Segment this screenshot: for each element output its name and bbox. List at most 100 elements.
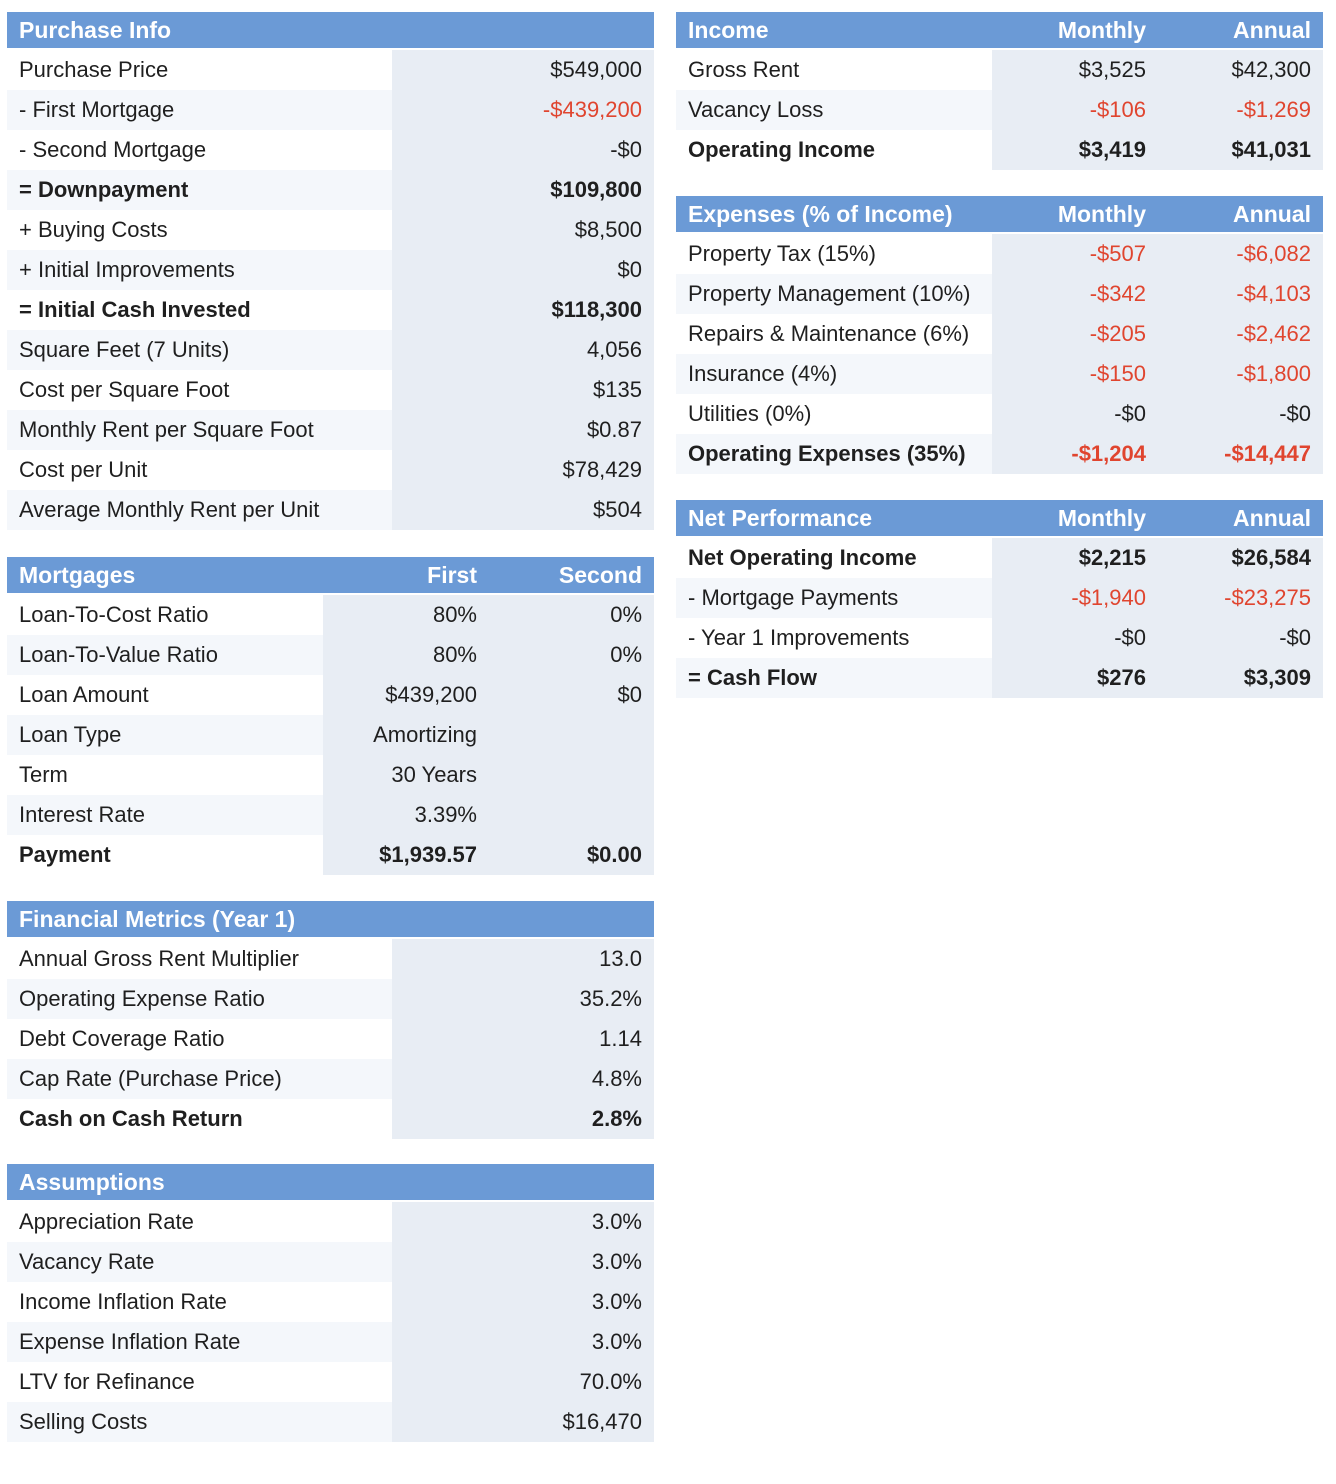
row-label: Insurance (4%) <box>688 361 838 386</box>
row-label: Utilities (0%) <box>688 401 812 426</box>
table-row: = Downpayment $109,800 <box>7 170 654 210</box>
row-label: Cost per Unit <box>19 457 148 482</box>
income-col-monthly: Monthly <box>1057 16 1146 43</box>
row-label: Square Feet (7 Units) <box>19 337 230 362</box>
row-value: 3.0% <box>392 1282 654 1322</box>
table-row: = Initial Cash Invested $118,300 <box>7 290 654 330</box>
row-monthly: $276 <box>992 658 1158 698</box>
row-label: Term <box>19 762 68 787</box>
net-performance-header: Net Performance Monthly Annual <box>676 500 1323 538</box>
mortgages-header: Mortgages First Second <box>7 557 654 595</box>
row-label: Property Management (10%) <box>688 281 971 306</box>
row-annual: -$14,447 <box>1158 434 1323 474</box>
row-label: Appreciation Rate <box>19 1209 194 1234</box>
table-row: Cost per Unit $78,429 <box>7 450 654 490</box>
table-row: Square Feet (7 Units) 4,056 <box>7 330 654 370</box>
row-value: 4,056 <box>392 330 654 370</box>
row-value: $8,500 <box>392 210 654 250</box>
row-first: Amortizing <box>323 715 489 755</box>
financial-metrics-rows: Annual Gross Rent Multiplier 13.0 Operati… <box>7 939 654 1139</box>
row-value: 35.2% <box>392 979 654 1019</box>
row-label: = Initial Cash Invested <box>19 297 251 322</box>
mortgages-panel: Mortgages First Second Loan-To-Cost Rati… <box>7 557 654 875</box>
purchase-info-title: Purchase Info <box>19 16 172 43</box>
row-label: Selling Costs <box>19 1409 148 1434</box>
table-row: Utilities (0%) -$0 -$0 <box>676 394 1323 434</box>
row-label: Monthly Rent per Square Foot <box>19 417 314 442</box>
table-row: Income Inflation Rate 3.0% <box>7 1282 654 1322</box>
row-first: $439,200 <box>323 675 489 715</box>
financial-metrics-header: Financial Metrics (Year 1) <box>7 901 654 939</box>
row-label: = Cash Flow <box>688 665 817 690</box>
row-value: $504 <box>392 490 654 530</box>
income-header: Income Monthly Annual <box>676 12 1323 50</box>
row-label: + Buying Costs <box>19 217 168 242</box>
assumptions-rows: Appreciation Rate 3.0% Vacancy Rate 3.0% I… <box>7 1202 654 1442</box>
row-monthly: -$106 <box>992 90 1158 130</box>
row-value: 3.0% <box>392 1242 654 1282</box>
row-label: Interest Rate <box>19 802 145 827</box>
row-label: LTV for Refinance <box>19 1369 195 1394</box>
table-row: Cap Rate (Purchase Price) 4.8% <box>7 1059 654 1099</box>
table-row: Property Management (10%) -$342 -$4,103 <box>676 274 1323 314</box>
row-label: Cap Rate (Purchase Price) <box>19 1066 282 1091</box>
mortgages-title: Mortgages <box>19 561 136 588</box>
income-rows: Gross Rent $3,525 $42,300 Vacancy Loss -$10… <box>676 50 1323 170</box>
row-label: - Second Mortgage <box>19 137 207 162</box>
row-annual: -$6,082 <box>1158 234 1323 274</box>
row-label: + Initial Improvements <box>19 257 235 282</box>
row-second <box>489 755 654 795</box>
row-value: 4.8% <box>392 1059 654 1099</box>
row-monthly: -$342 <box>992 274 1158 314</box>
table-row: Vacancy Rate 3.0% <box>7 1242 654 1282</box>
row-value: $78,429 <box>392 450 654 490</box>
row-value: 13.0 <box>392 939 654 979</box>
mortgages-col-first: First <box>427 561 477 588</box>
row-value: 3.0% <box>392 1322 654 1362</box>
row-value: -$0 <box>392 130 654 170</box>
row-second: $0.00 <box>489 835 654 875</box>
row-annual: -$1,800 <box>1158 354 1323 394</box>
table-row: Loan Type Amortizing <box>7 715 654 755</box>
row-annual: -$23,275 <box>1158 578 1323 618</box>
row-label: Loan Type <box>19 722 122 747</box>
row-label: Repairs & Maintenance (6%) <box>688 321 970 346</box>
table-row: Property Tax (15%) -$507 -$6,082 <box>676 234 1323 274</box>
table-row: Cash on Cash Return 2.8% <box>7 1099 654 1139</box>
row-annual: $41,031 <box>1158 130 1323 170</box>
row-value: $109,800 <box>392 170 654 210</box>
row-value: 3.0% <box>392 1202 654 1242</box>
row-monthly: $3,525 <box>992 50 1158 90</box>
row-annual: $26,584 <box>1158 538 1323 578</box>
row-label: Operating Income <box>688 137 876 162</box>
table-row: Annual Gross Rent Multiplier 13.0 <box>7 939 654 979</box>
row-label: Operating Expense Ratio <box>19 986 265 1011</box>
purchase-info-rows: Purchase Price $549,000 - First Mortgage -… <box>7 50 654 530</box>
table-row: Loan-To-Cost Ratio 80% 0% <box>7 595 654 635</box>
row-monthly: -$205 <box>992 314 1158 354</box>
row-label: Loan-To-Cost Ratio <box>19 602 209 627</box>
row-value: 2.8% <box>392 1099 654 1139</box>
income-title: Income <box>688 16 769 43</box>
row-annual: $42,300 <box>1158 50 1323 90</box>
row-label: - Year 1 Improvements <box>688 625 910 650</box>
row-label: Loan-To-Value Ratio <box>19 642 218 667</box>
row-label: Income Inflation Rate <box>19 1289 227 1314</box>
table-row: Operating Expense Ratio 35.2% <box>7 979 654 1019</box>
row-annual: -$4,103 <box>1158 274 1323 314</box>
row-first: 80% <box>323 595 489 635</box>
table-row: LTV for Refinance 70.0% <box>7 1362 654 1402</box>
table-row: Loan Amount $439,200 $0 <box>7 675 654 715</box>
row-label: Cash on Cash Return <box>19 1106 243 1131</box>
net-col-annual: Annual <box>1233 504 1311 531</box>
net-performance-panel: Net Performance Monthly Annual Net Opera… <box>676 500 1323 698</box>
row-value: -$439,200 <box>392 90 654 130</box>
table-row: - Second Mortgage -$0 <box>7 130 654 170</box>
row-label: Expense Inflation Rate <box>19 1329 241 1354</box>
row-first: 80% <box>323 635 489 675</box>
row-annual: $3,309 <box>1158 658 1323 698</box>
financial-metrics-panel: Financial Metrics (Year 1) Annual Gross … <box>7 901 654 1139</box>
expenses-col-monthly: Monthly <box>1057 200 1146 227</box>
row-monthly: $2,215 <box>992 538 1158 578</box>
row-annual: -$2,462 <box>1158 314 1323 354</box>
